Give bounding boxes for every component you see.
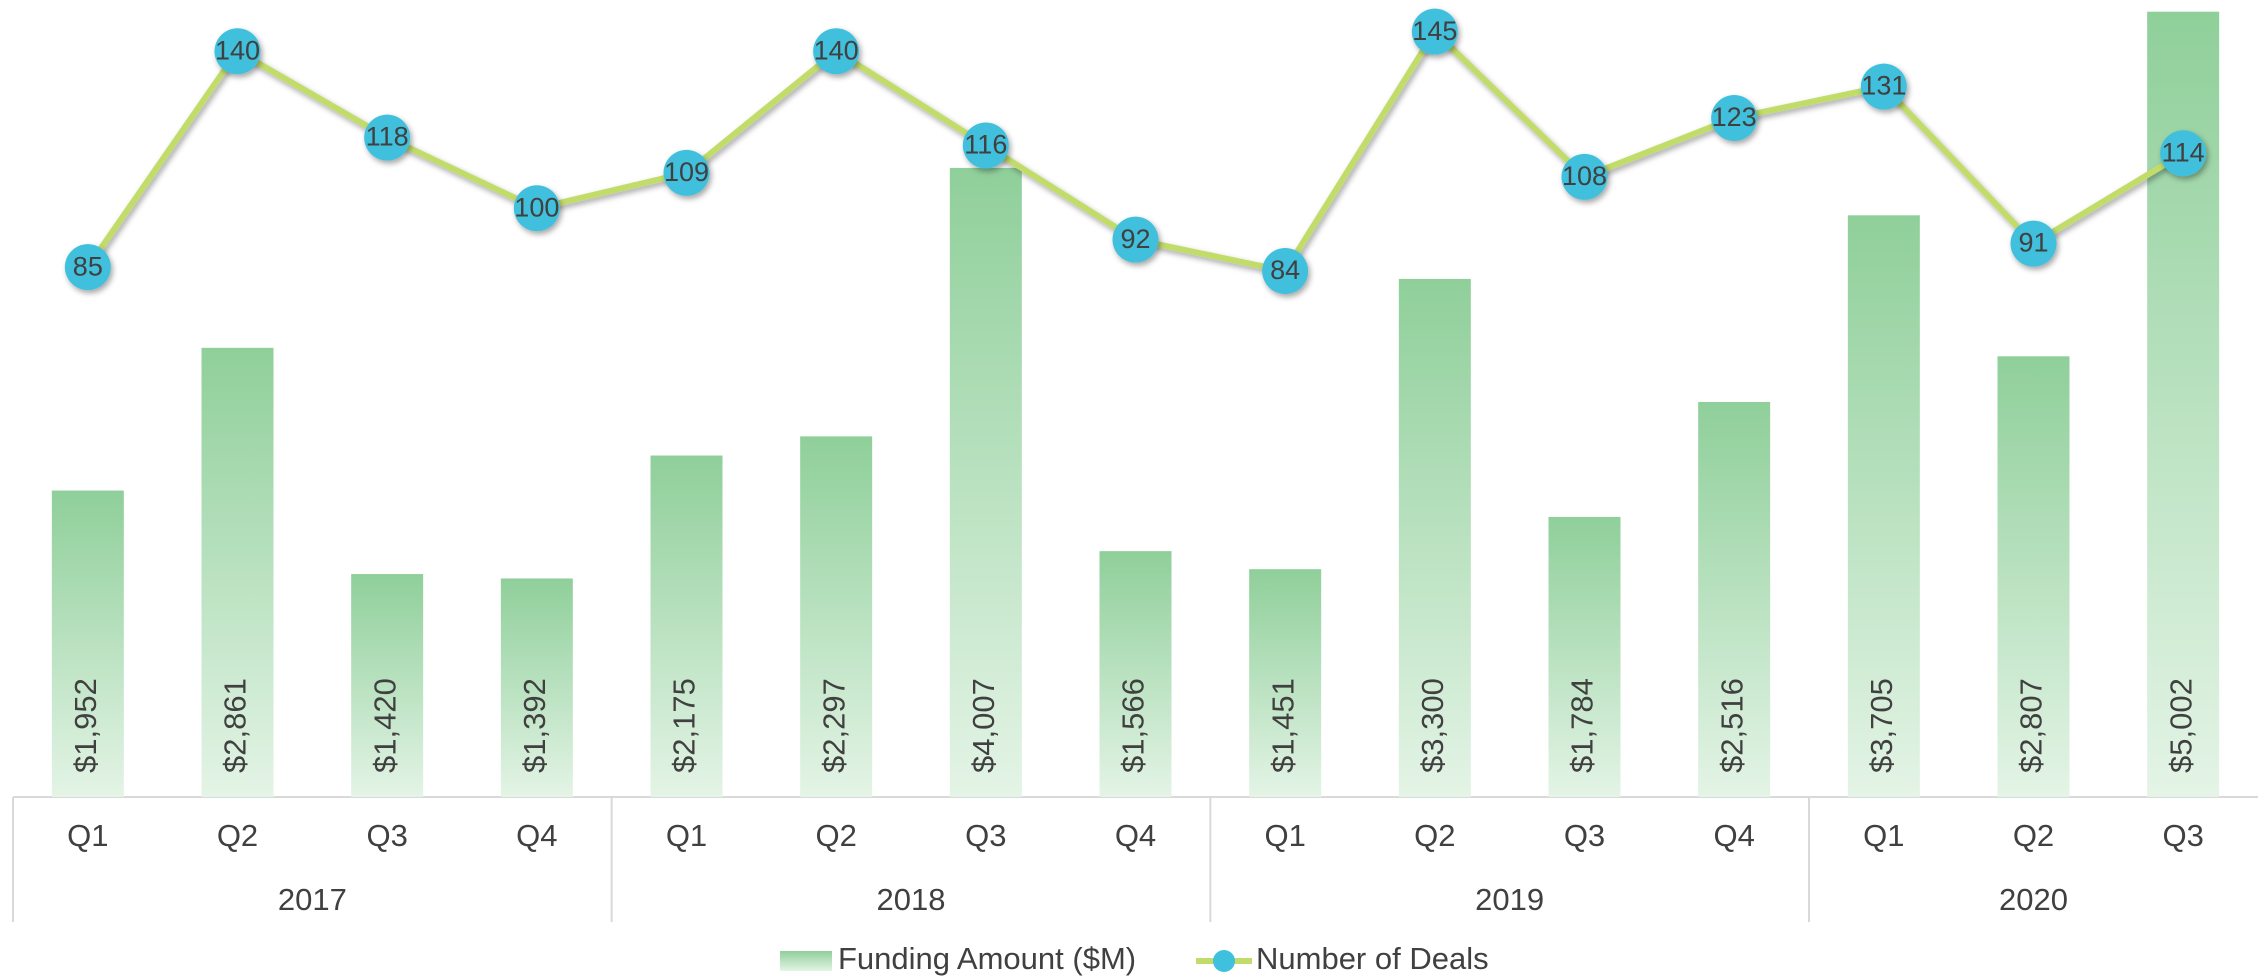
x-tick-label: Q3 [965, 818, 1006, 853]
point-label: 91 [2018, 228, 2048, 258]
marker [64, 244, 111, 291]
bar [800, 436, 873, 797]
point-label: 100 [514, 192, 559, 222]
marker [214, 28, 261, 75]
marker [1711, 94, 1758, 141]
legend-label: Number of Deals [1256, 941, 1489, 976]
x-tick-label: Q1 [1863, 818, 1904, 853]
point-label: 108 [1562, 161, 1607, 191]
point-label: 109 [664, 157, 709, 187]
bar [1548, 516, 1621, 797]
bar [1099, 551, 1172, 797]
point-label: 114 [2162, 137, 2205, 167]
bar-value-label: $3,705 [1864, 678, 1899, 773]
x-tick-label: Q1 [1264, 818, 1305, 853]
marker [1561, 153, 1608, 200]
bar [949, 167, 1022, 797]
bar [51, 490, 124, 797]
legend-swatch [780, 951, 832, 971]
group-label: 2018 [877, 882, 946, 917]
bar-value-label: $1,784 [1565, 678, 1600, 773]
point-label: 84 [1270, 255, 1300, 285]
x-tick-label: Q3 [1564, 818, 1605, 853]
x-tick-label: Q1 [666, 818, 707, 853]
x-tick-label: Q1 [67, 818, 108, 853]
point-label: 118 [366, 122, 409, 152]
point-label: 140 [215, 35, 260, 65]
legend-label: Funding Amount ($M) [838, 941, 1136, 976]
bar [1698, 401, 1771, 797]
bar-value-label: $1,451 [1265, 678, 1300, 773]
marker [1112, 216, 1159, 263]
bar-value-label: $4,007 [966, 678, 1001, 773]
group-label: 2019 [1475, 882, 1544, 917]
point-label: 123 [1712, 102, 1757, 132]
bar [1847, 215, 1920, 797]
bar [1398, 278, 1471, 797]
bar-value-label: $2,861 [218, 678, 253, 773]
bar [1249, 569, 1322, 797]
marker [1411, 8, 1458, 55]
bar-value-label: $1,392 [517, 678, 552, 773]
x-tick-label: Q4 [1115, 818, 1156, 853]
point-label: 85 [73, 251, 103, 281]
group-label: 2017 [278, 882, 347, 917]
x-tick-label: Q2 [2013, 818, 2054, 853]
bar-value-label: $1,566 [1116, 678, 1151, 773]
bar [201, 347, 274, 797]
bar-value-label: $3,300 [1415, 678, 1450, 773]
marker [962, 122, 1009, 169]
x-tick-label: Q3 [366, 818, 407, 853]
legend-swatch [1213, 950, 1235, 972]
bar-value-label: $1,952 [68, 678, 103, 773]
bar-value-label: $2,516 [1714, 678, 1749, 773]
point-label: 140 [814, 35, 859, 65]
bar [351, 574, 424, 797]
point-label: 92 [1120, 224, 1150, 254]
point-label: 116 [964, 130, 1007, 160]
marker [2160, 130, 2207, 177]
bar-value-label: $2,807 [2014, 678, 2049, 773]
bar-value-label: $2,175 [667, 678, 702, 773]
x-tick-label: Q2 [815, 818, 856, 853]
marker [364, 114, 411, 161]
bar-value-label: $1,420 [367, 678, 402, 773]
bar-value-label: $2,297 [816, 678, 851, 773]
bar-value-label: $5,002 [2163, 678, 2198, 773]
point-label: 145 [1412, 16, 1457, 46]
x-tick-label: Q2 [217, 818, 258, 853]
x-tick-label: Q3 [2162, 818, 2203, 853]
marker [2010, 220, 2057, 267]
bar [1997, 356, 2070, 797]
marker [1262, 248, 1309, 295]
x-tick-label: Q4 [1713, 818, 1754, 853]
marker [513, 185, 560, 232]
x-tick-label: Q4 [516, 818, 557, 853]
marker [1860, 63, 1907, 110]
marker [663, 149, 710, 196]
marker [813, 28, 860, 75]
bar [650, 455, 723, 797]
point-label: 131 [1861, 71, 1906, 101]
group-label: 2020 [1999, 882, 2068, 917]
x-tick-label: Q2 [1414, 818, 1455, 853]
bar [500, 578, 573, 797]
